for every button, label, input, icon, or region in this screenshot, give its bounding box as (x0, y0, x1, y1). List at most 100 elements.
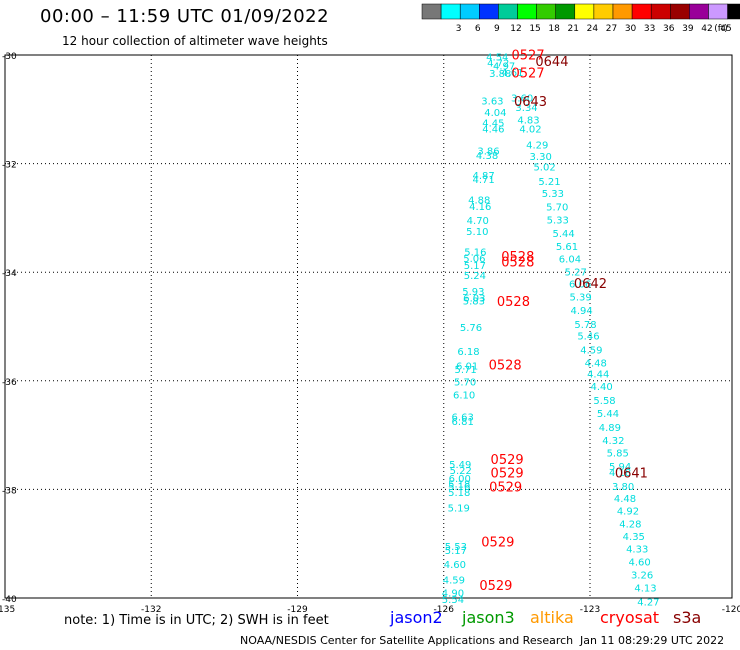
swh-value: 5.24 (464, 271, 486, 282)
swh-value: 5.83 (463, 296, 485, 307)
swh-value: 5.16 (448, 482, 470, 493)
pass-time-label: 0528 (501, 255, 534, 270)
x-tick-label: -132 (141, 605, 161, 615)
swh-value: 4.32 (602, 436, 624, 447)
swh-value: 6.06 (569, 280, 591, 291)
swh-value: 4.18 (609, 468, 631, 479)
swh-value: 4.38 (476, 151, 498, 162)
swh-value: 6.01 (456, 362, 478, 373)
colorbar-swatch (555, 3, 576, 20)
colorbar-swatch (689, 3, 709, 20)
swh-value: 5.17 (464, 261, 486, 272)
swh-value: 5.18 (448, 488, 470, 499)
colorbar-swatch (593, 3, 614, 20)
swh-value: 4.29 (526, 141, 548, 152)
colorbar-label: 21 (568, 24, 579, 34)
colorbar-unit: (ft) (714, 24, 728, 34)
y-tick-label: -40 (2, 595, 17, 605)
swh-value: 3.60 (511, 93, 533, 104)
colorbar-swatch (459, 3, 480, 20)
colorbar-swatch (536, 3, 556, 20)
colorbar-label: 12 (510, 24, 521, 34)
satellite-legend-s3a: s3a (673, 608, 702, 627)
swh-value: 5.85 (607, 448, 629, 459)
pass-time-label: 0643 (514, 95, 547, 110)
footnote: note: 1) Time is in UTC; 2) SWH is in fe… (64, 613, 329, 628)
plot-frame (4, 54, 733, 599)
pass-time-label: 0529 (479, 579, 512, 594)
swh-value: 3.88 (489, 69, 511, 80)
swh-value: 3.63 (481, 97, 503, 108)
swh-value: 4.13 (634, 584, 656, 595)
swh-value: 4.04 (484, 108, 506, 119)
swh-value: 4.60 (444, 560, 466, 571)
swh-value: 4.27 (637, 597, 659, 608)
pass-time-label: 0527 (512, 66, 545, 81)
colorbar-label: 18 (548, 24, 560, 34)
colorbar-swatch (650, 3, 671, 20)
pass-time-label: 0528 (489, 359, 522, 374)
pass-time-label: 0528 (501, 250, 534, 265)
swh-value: 4.45 (482, 118, 504, 129)
swh-value: 6.03 (463, 294, 485, 305)
swh-value: 6.18 (457, 347, 479, 358)
swh-value: 5.21 (538, 177, 560, 188)
colorbar-swatch (498, 3, 518, 20)
colorbar-label: 24 (587, 24, 599, 34)
swh-value: 4.90 (442, 589, 464, 600)
swh-value: 4.83 (517, 116, 539, 127)
swh-value: 6.04 (559, 255, 581, 266)
swh-value: 5.16 (464, 248, 486, 259)
swh-value: 6.63 (452, 413, 474, 424)
satellite-legend-cryosat: cryosat (600, 608, 660, 627)
swh-value: 4.40 (590, 382, 612, 393)
pass-time-label: 0528 (497, 295, 530, 310)
swh-value: 5.70 (454, 377, 476, 388)
colorbar-label: 33 (644, 24, 655, 34)
swh-value: 4.60 (629, 558, 651, 569)
swh-value: 5.39 (570, 293, 592, 304)
swh-value: 5.61 (556, 242, 578, 253)
colorbar-label: 3 (456, 24, 462, 34)
colorbar-swatch (421, 3, 442, 20)
colorbar-label: 39 (682, 24, 694, 34)
swh-value: 4.16 (469, 202, 491, 213)
swh-value: 4.44 (587, 370, 609, 381)
colorbar-label: 6 (475, 24, 481, 34)
swh-value: 4.71 (473, 175, 495, 186)
swh-value: 6.00 (449, 474, 471, 485)
swh-value: 3.30 (530, 152, 552, 163)
swh-value: 4.33 (626, 545, 648, 556)
swh-value: 5.78 (574, 320, 596, 331)
colorbar-label: 27 (606, 24, 617, 34)
pass-time-label: 0527 (512, 48, 545, 63)
swh-value: 3.80 (612, 482, 634, 493)
x-tick-label: -135 (0, 605, 15, 615)
swh-value: 4.28 (619, 520, 641, 531)
pass-time-label: 0529 (481, 536, 514, 551)
satellite-legend-jason2: jason2 (390, 608, 443, 627)
swh-value: 4.70 (467, 216, 489, 227)
y-tick-label: -30 (2, 52, 17, 62)
swh-value: 5.49 (449, 460, 471, 471)
pass-time-label: 0529 (489, 481, 522, 496)
y-tick-label: -34 (2, 269, 17, 279)
colorbar-label: 9 (494, 24, 500, 34)
swh-value: 5.44 (552, 229, 574, 240)
satellite-legend-altika: altika (530, 608, 574, 627)
swh-value: 4.92 (617, 507, 639, 518)
colorbar-swatch (631, 3, 652, 20)
colorbar-label: 45 (720, 24, 731, 34)
colorbar-label: 15 (529, 24, 540, 34)
swh-value: 5.33 (542, 189, 564, 200)
swh-value: 4.02 (519, 124, 541, 135)
swh-value: 3.26 (631, 571, 653, 582)
swh-value: 4.59 (580, 345, 602, 356)
swh-value: 5.19 (448, 503, 470, 514)
swh-value: 5.94 (609, 462, 631, 473)
swh-value: 5.53 (445, 542, 467, 553)
colorbar-swatch (612, 3, 633, 20)
swh-value: 6.81 (452, 417, 474, 428)
x-tick-label: -129 (287, 605, 308, 615)
